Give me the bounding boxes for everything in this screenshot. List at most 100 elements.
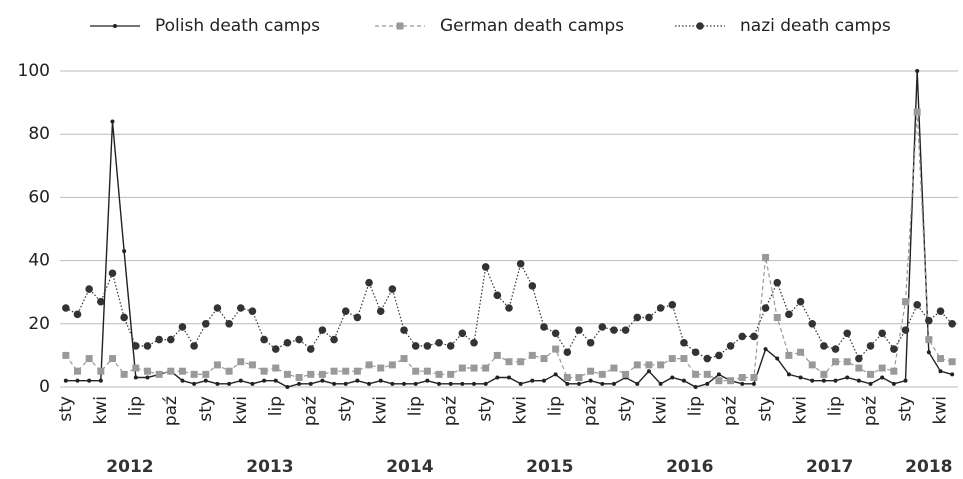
marker	[460, 381, 465, 386]
year-label: 2012	[106, 457, 153, 477]
x-tick-label: lip	[406, 396, 426, 416]
year-label: 2016	[666, 457, 713, 477]
marker	[98, 378, 103, 383]
marker	[320, 378, 325, 383]
marker	[552, 345, 560, 353]
marker	[775, 356, 780, 361]
marker	[878, 364, 886, 372]
marker	[353, 367, 361, 375]
marker	[738, 332, 747, 341]
marker	[85, 355, 93, 363]
marker	[715, 377, 723, 385]
marker	[143, 367, 151, 375]
marker	[528, 351, 536, 359]
marker	[227, 381, 232, 386]
marker	[658, 381, 663, 386]
x-tick-label: kwi	[91, 396, 111, 424]
y-tick-label: 0	[39, 377, 50, 397]
marker	[378, 378, 383, 383]
marker	[518, 381, 523, 386]
legend-label: Polish death camps	[155, 16, 320, 36]
marker	[62, 304, 70, 312]
marker	[738, 374, 746, 382]
marker	[62, 351, 70, 359]
marker	[763, 347, 768, 352]
marker	[155, 370, 163, 378]
marker	[843, 329, 852, 338]
marker	[948, 320, 956, 328]
legend-label: German death camps	[440, 16, 624, 36]
marker	[541, 378, 546, 383]
marker	[820, 370, 828, 378]
marker	[692, 370, 700, 378]
x-tick-label: paź	[581, 396, 601, 426]
marker	[610, 326, 618, 334]
marker	[925, 336, 933, 344]
marker	[645, 313, 653, 322]
marker	[575, 326, 583, 334]
marker	[215, 381, 220, 386]
marker	[668, 355, 676, 363]
marker	[820, 342, 828, 350]
y-tick-label: 80	[28, 124, 50, 144]
marker	[740, 381, 745, 386]
marker	[213, 304, 222, 312]
marker	[868, 381, 873, 386]
x-tick-label: lip	[826, 396, 846, 416]
marker	[213, 361, 221, 369]
marker	[458, 329, 467, 338]
marker	[85, 285, 93, 293]
marker	[495, 375, 500, 380]
marker	[505, 304, 513, 312]
marker	[727, 377, 735, 385]
marker	[458, 364, 466, 372]
marker	[87, 378, 92, 383]
marker	[377, 364, 385, 372]
marker	[880, 375, 885, 380]
marker	[913, 108, 921, 116]
marker	[332, 381, 337, 386]
marker	[705, 381, 710, 386]
marker	[950, 372, 955, 377]
y-tick-label: 40	[28, 251, 50, 271]
marker	[97, 297, 105, 306]
marker	[505, 358, 513, 366]
marker	[178, 323, 187, 331]
marker	[342, 367, 350, 375]
marker	[693, 385, 698, 389]
marker	[925, 316, 933, 325]
marker	[248, 307, 257, 315]
marker	[890, 367, 898, 375]
marker	[866, 342, 875, 350]
marker	[726, 342, 735, 350]
marker	[936, 307, 945, 315]
marker	[180, 378, 185, 383]
marker	[750, 332, 758, 341]
marker	[411, 342, 420, 350]
marker	[761, 304, 770, 312]
marker	[517, 358, 525, 366]
marker	[201, 320, 210, 328]
marker	[845, 375, 850, 380]
marker	[97, 367, 105, 375]
marker	[271, 345, 280, 353]
marker	[645, 361, 653, 369]
x-tick-label: kwi	[371, 396, 391, 424]
marker	[365, 361, 373, 369]
marker	[236, 304, 245, 312]
marker	[132, 364, 140, 372]
x-tick-label: lip	[546, 396, 566, 416]
marker	[178, 367, 186, 375]
marker	[203, 378, 208, 383]
marker	[425, 378, 430, 383]
x-tick-label: lip	[126, 396, 146, 416]
year-label: 2013	[246, 457, 293, 477]
marker	[295, 335, 303, 344]
marker	[703, 354, 712, 363]
marker	[341, 307, 350, 315]
year-label: 2015	[526, 457, 573, 477]
marker	[166, 335, 175, 344]
marker	[786, 372, 791, 377]
series-line	[65, 112, 953, 382]
marker	[600, 381, 605, 386]
